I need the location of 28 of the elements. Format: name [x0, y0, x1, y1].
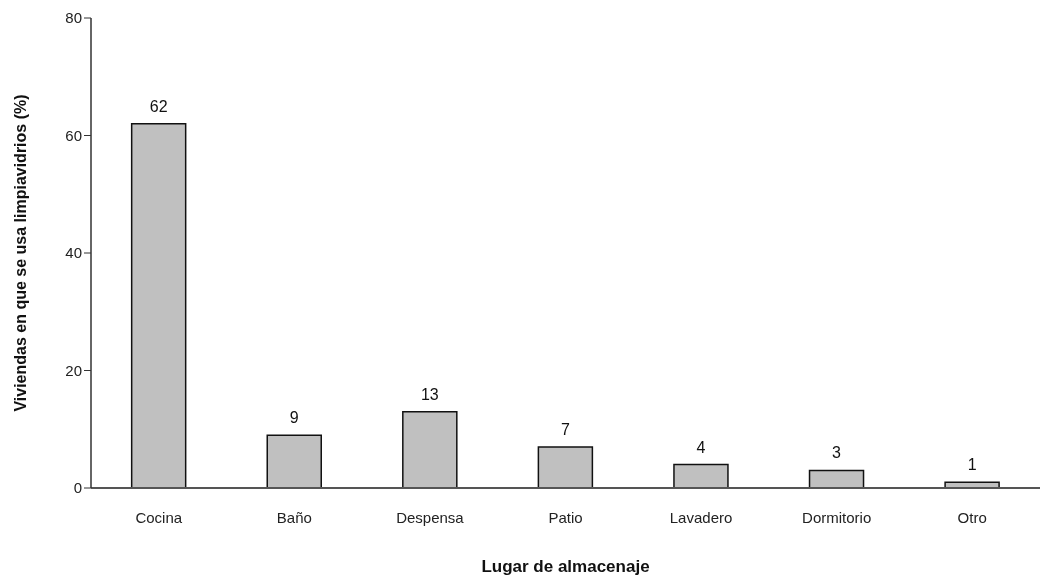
- x-tick-label: Dormitorio: [802, 508, 872, 526]
- data-label: 7: [560, 420, 570, 438]
- bar: [402, 410, 458, 488]
- bar: [944, 481, 1000, 488]
- data-label: 62: [149, 97, 168, 115]
- data-label: 9: [289, 409, 299, 427]
- bar: [673, 463, 729, 488]
- y-tick-label: 80: [65, 9, 82, 27]
- bar: [537, 446, 594, 488]
- data-label: 3: [832, 444, 842, 462]
- bar: [130, 123, 187, 488]
- y-tick-label: 0: [73, 479, 82, 497]
- data-label: 13: [420, 385, 439, 403]
- bar: [266, 434, 322, 488]
- x-tick-label: Baño: [276, 508, 312, 526]
- y-tick-label: 20: [65, 361, 82, 379]
- x-tick-label: Otro: [957, 508, 987, 526]
- y-axis-title: Viviendas en que se usa limpiavidrios (%): [11, 94, 29, 412]
- data-label: 4: [696, 438, 706, 456]
- x-tick-label: Patio: [548, 508, 583, 526]
- y-tick-label: 40: [65, 244, 82, 262]
- data-label: 1: [967, 456, 977, 474]
- x-tick-label: Despensa: [396, 508, 465, 526]
- x-tick-label: Lavadero: [669, 508, 733, 526]
- x-tick-label: Cocina: [135, 508, 183, 526]
- bar: [808, 469, 865, 488]
- y-tick-label: 60: [65, 126, 82, 144]
- x-axis-title: Lugar de almacenaje: [481, 556, 650, 576]
